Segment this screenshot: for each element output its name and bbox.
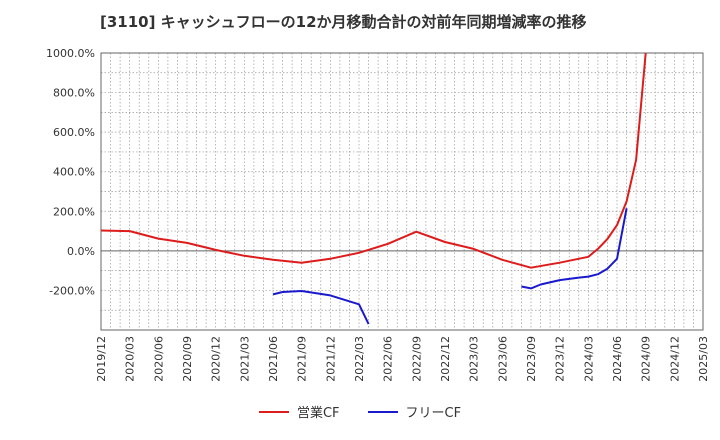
legend-swatch-operating-cf [258,410,289,413]
x-tick-label: 2025/03 [697,336,710,382]
x-tick-label: 2024/03 [582,336,595,382]
grid [101,53,703,330]
x-tick-label: 2021/12 [324,336,337,382]
x-tick-label: 2023/12 [554,336,567,382]
legend-label-free-cf: フリーCF [405,406,462,421]
x-tick-label: 2019/12 [95,336,108,382]
series-line-free-cf [521,208,628,290]
y-tick-label: 400.0% [53,166,95,179]
x-tick-label: 2022/12 [439,336,452,382]
chart-title: [3110] キャッシュフローの12か月移動合計の対前年同期増減率の推移 [100,13,587,31]
legend-item-operating-cf: 営業CF [258,402,340,421]
x-tick-label: 2023/09 [525,336,538,382]
series-line-operating-cf [101,53,647,269]
x-tick-label: 2024/09 [640,336,653,382]
series-line-free-cf [272,290,370,325]
y-tick-label: 200.0% [53,205,95,218]
x-tick-label: 2024/06 [611,336,624,382]
plot-frame [100,52,704,331]
x-tick-label: 2022/03 [353,336,366,382]
legend-swatch-free-cf [367,410,398,413]
x-tick-label: 2021/03 [238,336,251,382]
y-tick-label: -200.0% [49,284,95,297]
series-lines [101,53,647,325]
x-tick-label: 2022/06 [382,336,395,382]
tick-labels: -200.0% 0.0% 200.0% 400.0% 600.0% 800.0% 1000.… [46,47,710,382]
x-tick-label: 2023/06 [496,336,509,382]
y-tick-label: 1000.0% [46,47,95,60]
x-tick-label: 2022/09 [410,336,423,382]
x-tick-label: 2020/12 [210,336,223,382]
x-tick-label: 2020/06 [152,336,165,382]
y-tick-label: 0.0% [67,245,95,258]
x-tick-label: 2020/03 [124,336,137,382]
y-tick-label: 600.0% [53,126,95,139]
x-tick-label: 2023/03 [468,336,481,382]
x-tick-label: 2020/09 [181,336,194,382]
legend-label-operating-cf: 営業CF [296,406,340,421]
legend: 営業CF フリーCF [0,402,720,421]
x-tick-label: 2021/09 [296,336,309,382]
axes [100,52,704,331]
x-tick-label: 2024/12 [668,336,681,382]
y-tick-label: 800.0% [53,87,95,100]
legend-item-free-cf: フリーCF [367,402,462,421]
x-tick-label: 2021/06 [267,336,280,382]
